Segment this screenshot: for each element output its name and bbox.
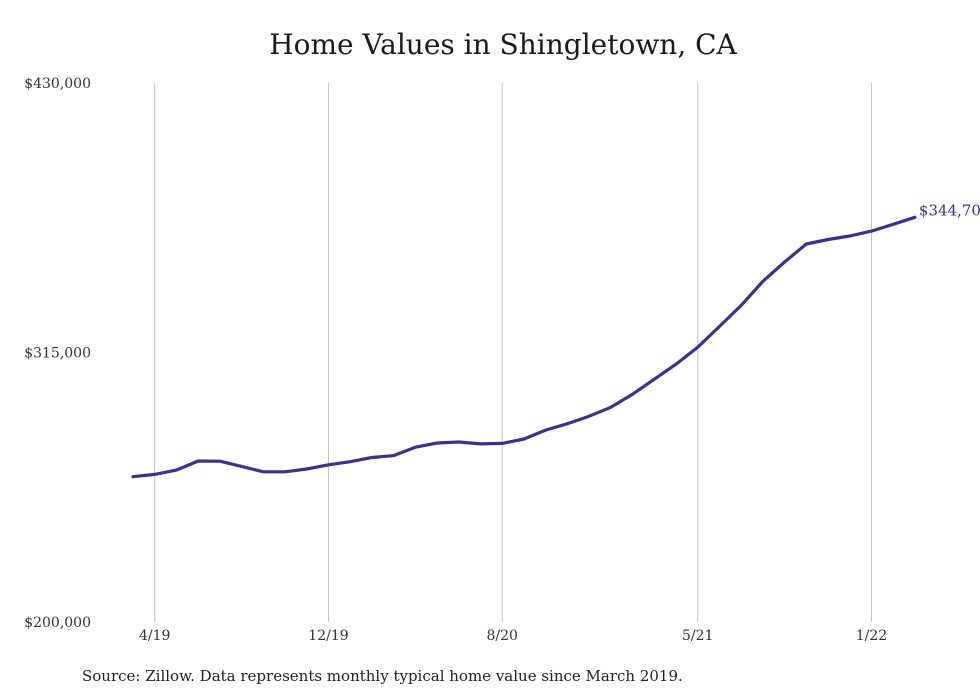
x-tick-label: 4/19 [139, 628, 170, 644]
y-tick-label: $315,000 [24, 346, 91, 362]
series-line [131, 215, 917, 479]
source-note: Source: Zillow. Data represents monthly … [82, 667, 683, 685]
x-tick-label: 8/20 [487, 628, 518, 644]
chart-title: Home Values in Shingletown, CA [269, 28, 737, 61]
y-axis-labels: $200,000 $315,000 $430,000 [24, 76, 91, 631]
y-tick-label: $200,000 [24, 615, 91, 631]
x-axis-labels: 4/19 12/19 8/20 5/21 1/22 [139, 628, 887, 644]
grid-lines [154, 83, 872, 622]
x-tick-label: 12/19 [308, 628, 348, 644]
y-tick-label: $430,000 [24, 76, 91, 92]
x-tick-label: 1/22 [856, 628, 887, 644]
x-tick-label: 5/21 [682, 628, 713, 644]
end-value-label: $344,700 [919, 201, 980, 219]
series-layer: $344,700 [131, 201, 980, 479]
